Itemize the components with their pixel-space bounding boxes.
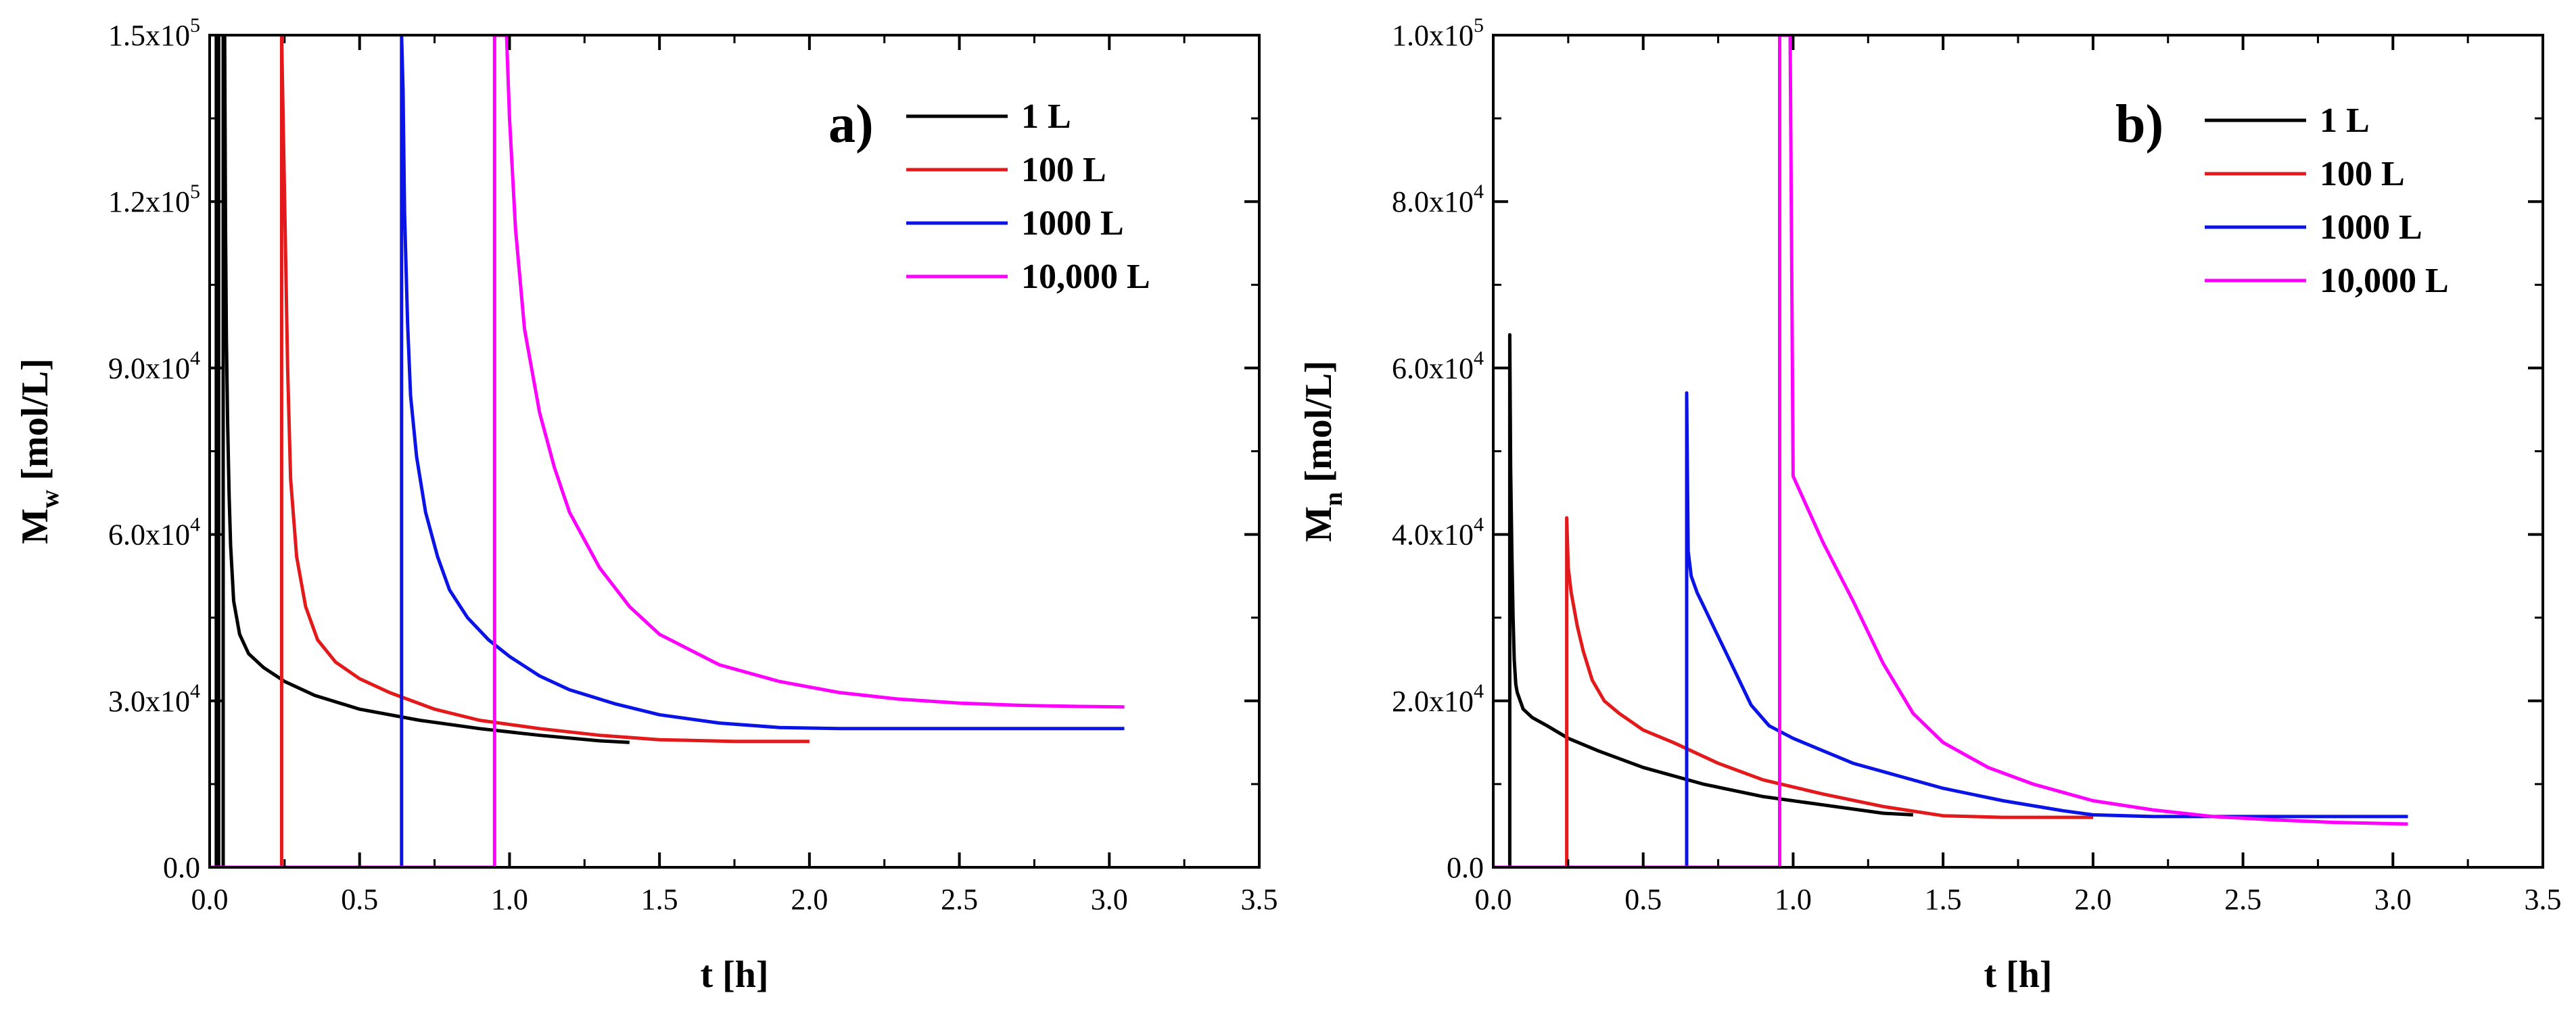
x-tick-label: 1.5 [641, 883, 678, 916]
legend-label: 10,000 L [2320, 262, 2449, 300]
plot-area [210, 35, 1125, 867]
x-tick-label: 0.5 [1624, 883, 1662, 916]
panel-a-mw-chart: 0.0 0.5 1.0 1.5 2.0 2.5 3.0 3.5 0.0 3.0x104 6.0x10… [14, 14, 1278, 996]
x-tick-label: 1.0 [491, 883, 528, 916]
series-line-10-000-l [210, 35, 1125, 867]
panel-label: a) [828, 95, 874, 154]
x-tick-label: 0.5 [341, 883, 378, 916]
series-line-1000-l [210, 35, 1125, 867]
panel-b-mn-chart: 0.0 0.5 1.0 1.5 2.0 2.5 3.0 3.5 0.0 2.0x104 4.0x10… [1298, 14, 2562, 996]
legend-label: 1 L [2320, 101, 2370, 140]
x-tick-label: 3.0 [1091, 883, 1128, 916]
x-tick-label: 3.5 [1241, 883, 1278, 916]
y-tick-label: 6.0x104 [108, 514, 200, 552]
x-axis-title: t [h] [700, 954, 768, 996]
y-tick-label: 6.0x104 [1392, 347, 1484, 385]
x-tick-label: 0.0 [1475, 883, 1512, 916]
y-tick-label: 2.0x104 [1392, 680, 1484, 718]
x-tick-label: 2.5 [941, 883, 978, 916]
x-tick-label: 1.5 [1925, 883, 1962, 916]
legend-label: 1000 L [2320, 208, 2422, 247]
x-tick-label: 2.0 [791, 883, 828, 916]
plot-area [1493, 35, 2408, 867]
series-line-10-000-l [1493, 35, 2408, 867]
x-tick-label: 3.0 [2374, 883, 2412, 916]
y-tick-label: 0.0 [1447, 851, 1484, 884]
panel-label: b) [2115, 95, 2163, 154]
x-tick-label: 1.0 [1775, 883, 1812, 916]
series-line-100-l [1493, 516, 2093, 867]
y-axis-title: Mw [mol/L] [14, 358, 64, 544]
legend-label: 10,000 L [1021, 258, 1150, 296]
x-tick-label: 2.5 [2224, 883, 2262, 916]
series-line-100-l [210, 35, 810, 867]
x-axis-title: t [h] [1984, 954, 2052, 996]
y-tick-label: 9.0x104 [108, 347, 200, 385]
y-tick-label: 1.2x105 [108, 180, 200, 218]
x-tick-label: 3.5 [2525, 883, 2562, 916]
y-tick-label: 3.0x104 [108, 680, 200, 718]
y-tick-label: 4.0x104 [1392, 514, 1484, 552]
y-tick-label: 1.0x105 [1392, 14, 1484, 52]
y-axis-title: Mn [mol/L] [1298, 360, 1348, 541]
legend: 1 L 100 L 1000 L 10,000 L [906, 97, 1150, 296]
y-tick-label: 1.5x105 [108, 14, 200, 52]
legend-label: 1000 L [1021, 204, 1124, 243]
series-line-1000-l [1493, 391, 2408, 867]
y-tick-label: 0.0 [163, 851, 200, 884]
y-tick-label: 8.0x104 [1392, 180, 1484, 218]
legend-label: 1 L [1021, 97, 1071, 136]
x-tick-label: 0.0 [191, 883, 229, 916]
legend-label: 100 L [2320, 155, 2405, 193]
legend: 1 L 100 L 1000 L 10,000 L [2205, 101, 2449, 300]
series-line-1-l [210, 35, 630, 867]
x-tick-label: 2.0 [2074, 883, 2111, 916]
series-line-1-l [1493, 333, 1913, 867]
legend-label: 100 L [1021, 151, 1106, 189]
